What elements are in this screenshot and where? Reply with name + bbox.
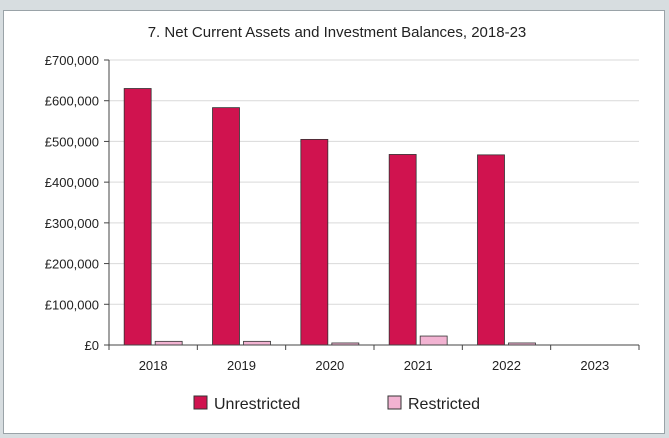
y-tick-label: £700,000 [45,53,99,68]
bar-restricted-2018 [154,340,183,346]
grid-lines [109,59,639,305]
x-tick-label: 2019 [227,358,256,373]
bar-unrestricted-2022 [477,154,505,346]
chart-panel: 7. Net Current Assets and Investment Bal… [3,10,665,434]
bar-restricted-2019 [243,340,271,346]
x-tick-label: 2021 [404,358,433,373]
y-tick-label: £500,000 [45,134,99,149]
legend: Unrestricted Restricted [193,395,480,413]
bar-unrestricted-2019 [212,107,240,346]
x-tick-label: 2022 [492,358,521,373]
bar-restricted-2021 [419,335,448,346]
y-tick-label: £0 [85,338,99,353]
legend-swatch-restricted [387,395,402,410]
bar-unrestricted-2021 [388,154,417,346]
bar-unrestricted-2020 [300,138,329,346]
x-tick-label: 2020 [315,358,344,373]
legend-swatch-unrestricted [193,395,208,410]
x-tick-label: 2023 [580,358,609,373]
bar-chart: 7. Net Current Assets and Investment Bal… [45,24,640,413]
x-axis: 2018 2019 2020 2021 2022 2023 [108,344,640,373]
legend-label-unrestricted: Unrestricted [214,396,300,413]
bars [123,88,536,346]
y-tick-label: £100,000 [45,297,99,312]
y-axis: £0 £100,000 £200,000 £300,000 £400,000 £500,0… [45,53,110,353]
x-tick-label: 2018 [139,358,168,373]
y-tick-label: £400,000 [45,175,99,190]
bar-unrestricted-2018 [123,88,152,346]
y-tick-label: £200,000 [45,257,99,272]
chart-title: 7. Net Current Assets and Investment Bal… [148,24,527,41]
y-tick-label: £300,000 [45,216,99,231]
legend-label-restricted: Restricted [408,396,480,413]
y-tick-label: £600,000 [45,94,99,109]
